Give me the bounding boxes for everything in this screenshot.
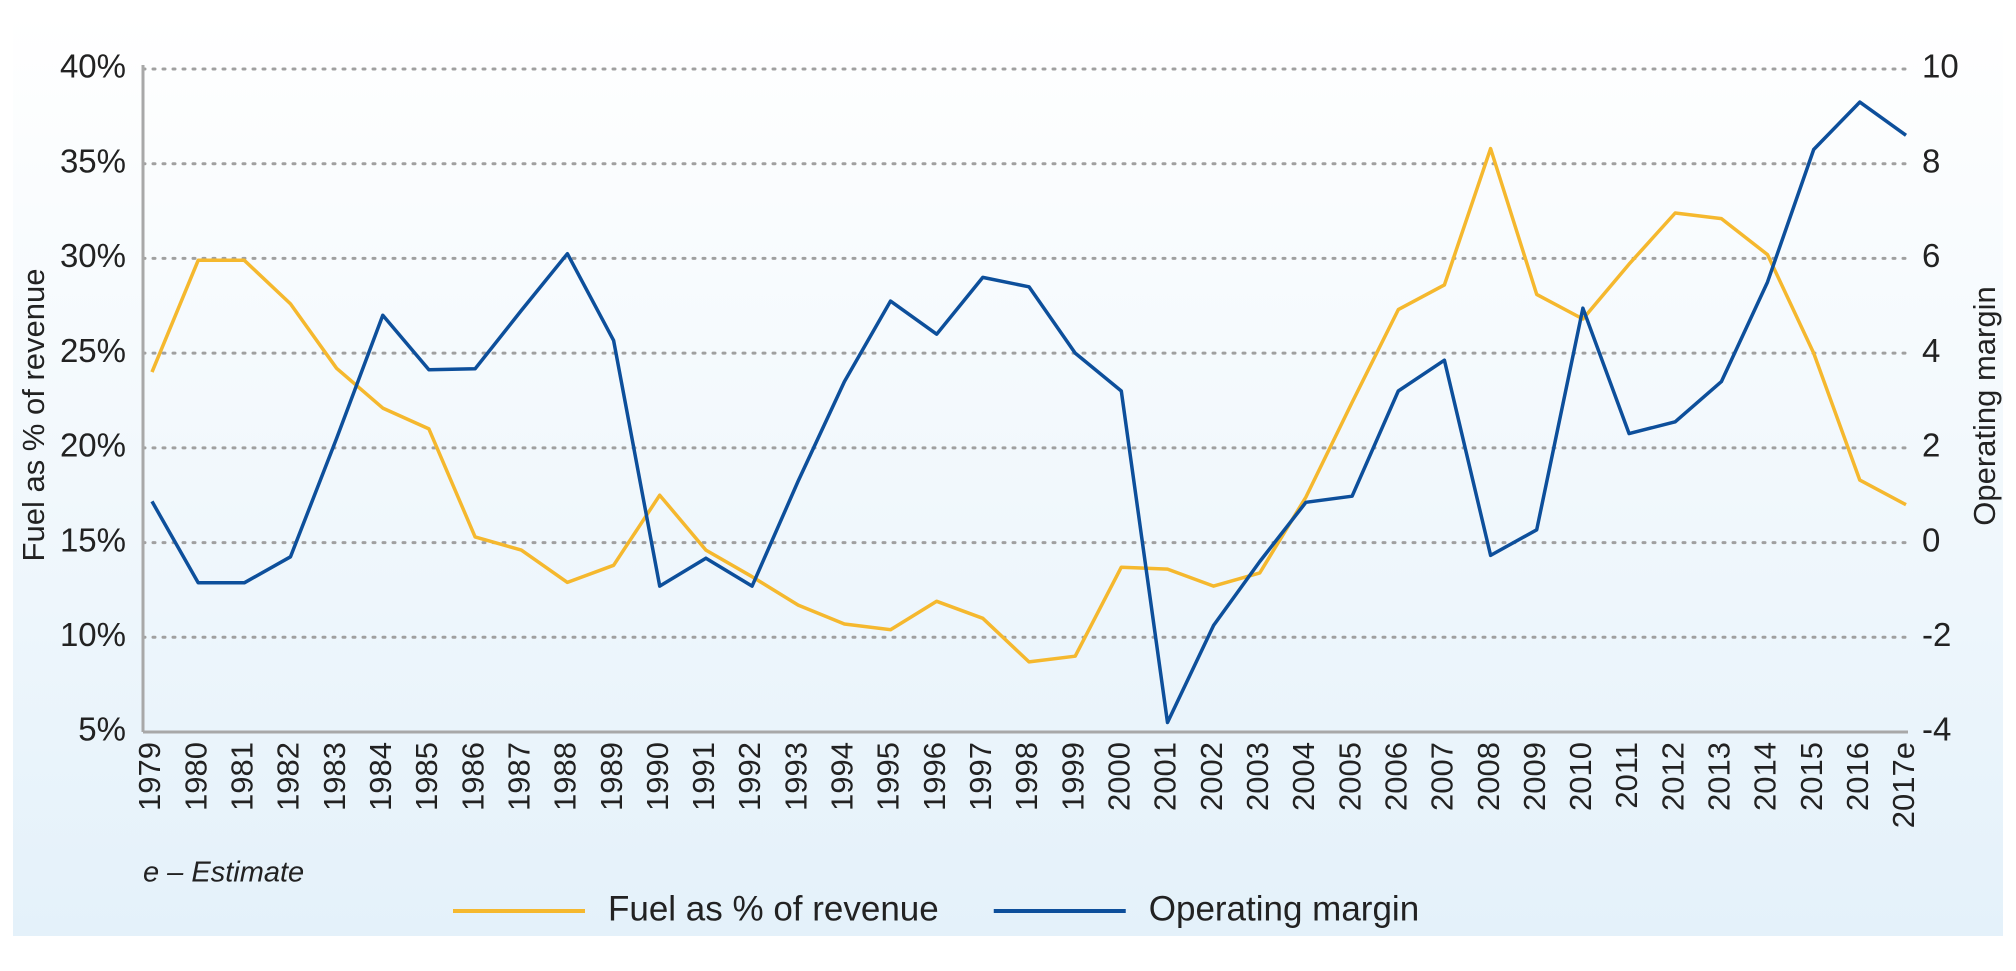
x-tick-label: 2012 [1655,742,1690,811]
y2-tick-label: 8 [1922,142,1940,179]
x-tick-label: 1985 [409,742,444,811]
x-tick-label: 1995 [871,742,906,811]
x-tick-label: 1982 [271,742,306,811]
y2-tick-label: 0 [1922,521,1940,558]
x-tick-label: 1989 [594,742,629,811]
x-tick-label: 1987 [501,742,536,811]
x-tick-label: 1980 [178,742,213,811]
x-tick-label: 2009 [1517,742,1552,811]
x-tick-label: 1993 [778,742,813,811]
y-tick-label: 15% [60,521,126,558]
x-tick-label: 1981 [225,742,260,811]
x-tick-label: 2005 [1332,742,1367,811]
x-tick-label: 1984 [363,742,398,811]
y-tick-label: 5% [78,711,126,748]
x-tick-label: 2013 [1702,742,1737,811]
x-tick-label: 2017e [1886,742,1921,828]
series-line [150,146,1907,664]
y-tick-label: 25% [60,332,126,369]
x-tick-label: 1988 [548,742,583,811]
x-tick-label: 1979 [132,742,167,811]
x-tick-label: 2000 [1102,742,1137,811]
y2-tick-label: -4 [1922,711,1951,748]
x-tick-label: 1999 [1055,742,1090,811]
x-tick-label: 2001 [1148,742,1183,811]
legend-label: Operating margin [1149,889,1419,928]
x-tick-label: 2002 [1194,742,1229,811]
x-tick-label: 2006 [1378,742,1413,811]
y-tick-label: 40% [60,48,126,85]
x-tick-label: 1996 [917,742,952,811]
x-tick-label: 2003 [1240,742,1275,811]
x-tick-label: 1997 [963,742,998,811]
x-tick-label: 1992 [732,742,767,811]
legend-label: Fuel as % of revenue [608,889,939,928]
y2-tick-label: 6 [1922,237,1940,274]
series-line [150,100,1908,725]
x-tick-label: 1983 [317,742,352,811]
y-axis-title: Fuel as % of revenue [16,269,51,562]
y2-tick-label: -2 [1922,616,1951,653]
y2-tick-label: 4 [1922,332,1940,369]
x-tick-label: 2015 [1794,742,1829,811]
x-tick-label: 2014 [1748,742,1783,811]
y2-axis-title: Operating margin [1967,286,2002,526]
y2-tick-label: 10 [1922,48,1959,85]
x-tick-label: 2007 [1425,742,1460,811]
y2-tick-label: 2 [1922,427,1940,464]
x-tick-label: 1998 [1009,742,1044,811]
x-tick-label: 2016 [1840,742,1875,811]
x-tick-label: 1986 [455,742,490,811]
x-tick-label: 2011 [1609,742,1644,809]
x-tick-label: 1991 [686,742,721,811]
panel [13,13,2003,936]
x-tick-label: 2010 [1563,742,1598,811]
y-tick-label: 30% [60,237,126,274]
x-tick-label: 2008 [1471,742,1506,811]
x-tick-label: 2004 [1286,742,1321,811]
x-tick-label: 1994 [825,742,860,811]
note: e – Estimate [143,857,304,889]
x-tick-label: 1990 [640,742,675,811]
y-tick-label: 10% [60,616,126,653]
y-tick-label: 20% [60,427,126,464]
y-tick-label: 35% [60,142,126,179]
